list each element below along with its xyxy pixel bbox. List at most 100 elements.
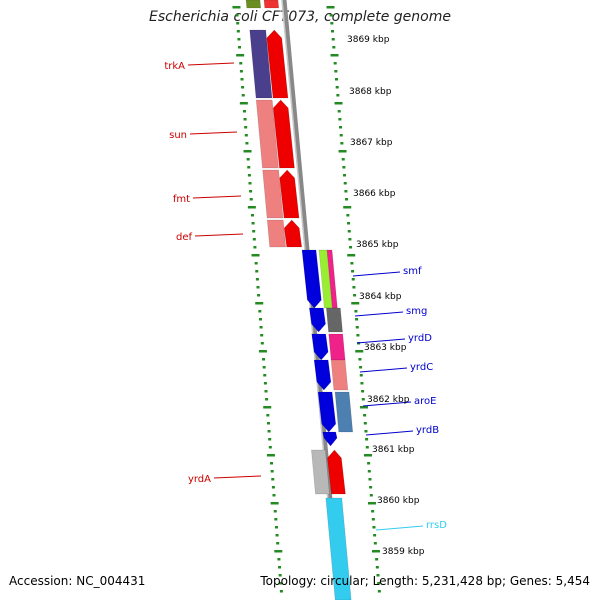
tick-mark [240, 78, 244, 81]
gene-yrdD-leader [356, 338, 406, 344]
tick-mark [350, 262, 354, 265]
gene-labels: trkA sun fmt def yrdA smf smg yrdD yrdC aroE yrdB r… [164, 61, 447, 531]
tick-mark [377, 590, 381, 593]
tick-mark [251, 222, 255, 225]
tick-mark [351, 278, 355, 281]
tick-mark [238, 46, 242, 49]
tick-mark [377, 582, 381, 585]
tick-mark [247, 166, 251, 169]
tick-mark [330, 54, 339, 57]
gene-def-leader [194, 233, 244, 237]
tick-mark [239, 70, 243, 73]
tick-mark [270, 502, 279, 505]
gene-def-bar [266, 219, 287, 248]
tick-mark [241, 94, 245, 97]
gene-trkA-label: trkA [164, 61, 185, 72]
tick-mark [266, 454, 275, 457]
gene-fmt-arrow [279, 169, 300, 219]
tick-mark [259, 326, 263, 329]
tick-mark [232, 6, 241, 9]
scale-label: 3862 kbp [367, 395, 410, 405]
tick-mark [368, 478, 372, 481]
tick-mark [376, 574, 380, 577]
tick-mark [367, 470, 371, 473]
tick-mark [363, 422, 367, 425]
tick-mark [354, 310, 358, 313]
scale-label: 3861 kbp [372, 445, 415, 455]
gene-smg-label: smg [406, 306, 427, 317]
topology-text: Topology: circular; Length: 5,231,428 bp… [260, 574, 590, 588]
tick-mark [256, 286, 260, 289]
tick-mark [239, 102, 248, 105]
gene-sun-leader [189, 131, 238, 135]
tick-mark [334, 102, 343, 105]
gene-fmt-label: fmt [173, 194, 190, 205]
gene-smg-arrow [308, 307, 326, 333]
tick-mark [278, 574, 282, 577]
tick-mark [369, 486, 373, 489]
tick-mark [249, 198, 253, 201]
tick-mark [262, 366, 266, 369]
tick-mark [356, 334, 360, 337]
gene-yrdA-bar [311, 449, 330, 495]
tick-mark [252, 230, 256, 233]
map-title: Escherichia coli CFT073, complete genome [149, 9, 451, 25]
gene-sun-label: sun [169, 130, 187, 141]
feature-top-green [245, 0, 262, 9]
tick-mark [360, 382, 364, 385]
tick-mark [334, 70, 338, 73]
tick-mark [246, 158, 250, 161]
tick-mark [339, 126, 343, 129]
tick-mark [260, 342, 264, 345]
scale-label: 3860 kbp [377, 496, 420, 506]
tick-mark [365, 446, 369, 449]
tick-marks [232, 6, 381, 593]
accession-text: Accession: NC_004431 [9, 574, 146, 588]
gene-aroE-bar [334, 391, 354, 433]
tick-mark [263, 406, 272, 409]
tick-mark [255, 302, 264, 305]
tick-mark [260, 334, 264, 337]
gene-smf-label: smf [403, 266, 422, 277]
tick-mark [263, 382, 267, 385]
tick-mark [273, 510, 277, 513]
tick-mark [371, 510, 375, 513]
gene-fmt-leader [192, 195, 242, 199]
gene-def-label: def [176, 232, 193, 243]
gene-yrdC-leader [359, 367, 408, 373]
tick-mark [375, 558, 379, 561]
tick-mark [343, 182, 347, 185]
gene-features [245, 0, 354, 600]
tick-mark [338, 150, 347, 153]
tick-mark [239, 62, 243, 65]
gene-yrdA-arrow [327, 449, 346, 495]
gene-rrsD-bar [325, 497, 352, 600]
tick-mark [332, 46, 336, 49]
tick-mark [363, 414, 367, 417]
tick-mark [255, 278, 259, 281]
tick-mark [371, 518, 375, 521]
tick-mark [355, 326, 359, 329]
tick-mark [279, 590, 283, 593]
tick-mark [348, 238, 352, 241]
tick-mark [359, 406, 368, 409]
tick-mark [258, 310, 262, 313]
gene-def-arrow [283, 219, 303, 248]
tick-mark [369, 494, 373, 497]
scale-label: 3859 kbp [382, 547, 425, 557]
gene-yrdD-arrow [311, 333, 329, 361]
gene-sun-bar [255, 99, 279, 169]
tick-mark [345, 198, 349, 201]
tick-mark [343, 206, 352, 209]
tick-mark [335, 78, 339, 81]
tick-mark [275, 534, 279, 537]
scale-label: 3866 kbp [353, 189, 396, 199]
tick-mark [274, 518, 278, 521]
tick-mark [359, 366, 363, 369]
tick-mark [333, 62, 337, 65]
tick-mark [347, 230, 351, 233]
gene-yrdD-label: yrdD [408, 333, 432, 344]
tick-mark [243, 118, 247, 121]
tick-mark [255, 270, 259, 273]
